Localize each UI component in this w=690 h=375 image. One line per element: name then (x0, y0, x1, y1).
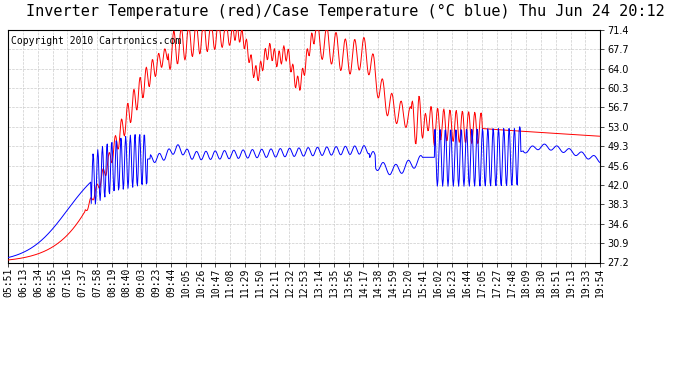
Text: Inverter Temperature (red)/Case Temperature (°C blue) Thu Jun 24 20:12: Inverter Temperature (red)/Case Temperat… (26, 4, 664, 19)
Text: Copyright 2010 Cartronics.com: Copyright 2010 Cartronics.com (11, 36, 181, 46)
